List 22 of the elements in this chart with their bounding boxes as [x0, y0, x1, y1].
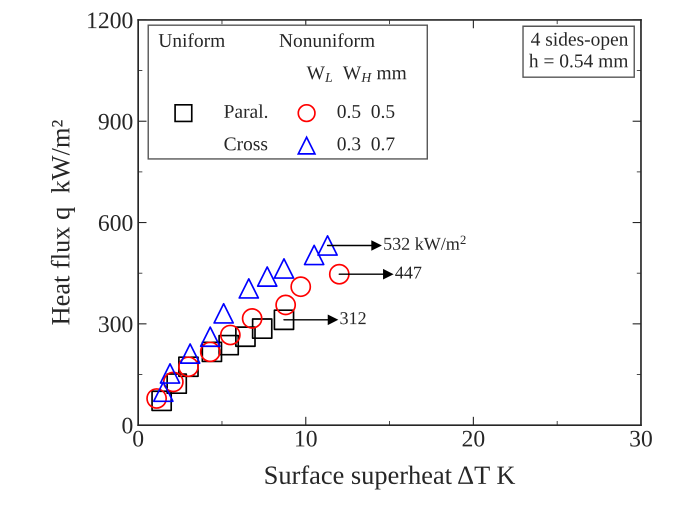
y-tick-label: 300 [99, 316, 132, 332]
legend-label: Paral. [224, 104, 268, 118]
x-axis-title: Surface superheat ΔT K [265, 465, 516, 490]
annotation: Cross [224, 137, 268, 150]
legend-label: 0.5 0.5 [338, 104, 394, 118]
y-tick-label: 900 [98, 114, 132, 130]
y-tick-label: 1200 [88, 12, 132, 28]
x-tick-label: 10 [296, 430, 317, 447]
annotation: Nonuniform [280, 33, 375, 48]
annotation: 4 sides-open h = 0.54 mm [529, 32, 628, 68]
annotation: 532 kW/m$^{2}$ [384, 236, 466, 250]
y-axis-title: Heat flux q kW/m² [50, 120, 75, 325]
x-tick-label: 0 [133, 430, 144, 447]
annotation: 447 [395, 266, 422, 279]
x-tick-label: 30 [630, 430, 652, 447]
y-tick-label: 600 [98, 215, 132, 231]
annotation: Uniform [158, 33, 225, 48]
y-tick-label: 0 [122, 418, 132, 434]
x-tick-label: 20 [462, 430, 484, 447]
annotation: 312 [340, 312, 366, 324]
annotation: W$_{L}$ W$_{H}$ mm [306, 66, 406, 82]
legend-label: 0.3 0.7 [338, 137, 395, 150]
